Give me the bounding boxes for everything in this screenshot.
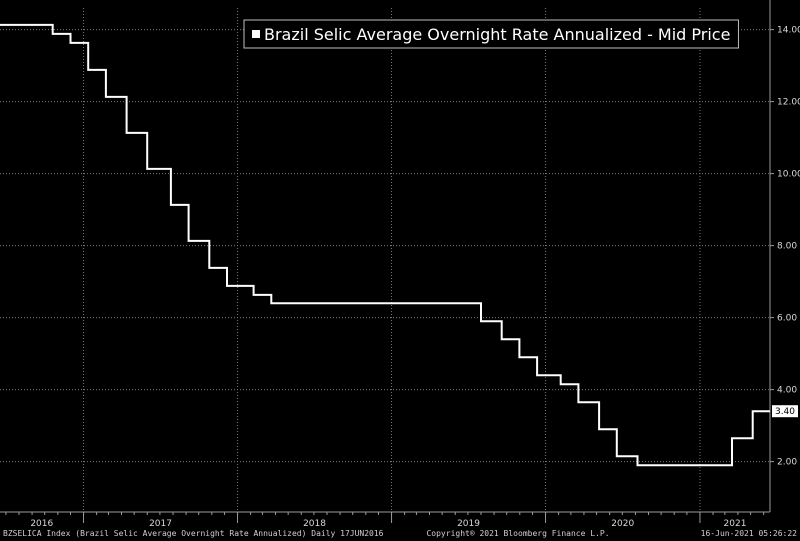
x-tick-label: 2016 <box>30 519 53 529</box>
legend-swatch <box>252 30 260 38</box>
y-tick-label: 10.00 <box>777 170 800 180</box>
last-value-label: 3.40 <box>775 407 795 417</box>
legend-label: Brazil Selic Average Overnight Rate Annu… <box>264 25 730 44</box>
y-tick-label: 4.00 <box>777 386 797 396</box>
y-tick-label: 12.00 <box>777 98 800 108</box>
y-tick-label: 14.00 <box>777 26 800 36</box>
series-line <box>0 23 770 467</box>
footer-copyright: Copyright® 2021 Bloomberg Finance L.P. <box>426 529 609 538</box>
x-tick-label: 2019 <box>457 519 480 529</box>
series-layer <box>0 23 770 467</box>
x-tick-label: 2018 <box>303 519 326 529</box>
x-tick-label: 2020 <box>611 519 634 529</box>
legend: Brazil Selic Average Overnight Rate Annu… <box>243 19 739 49</box>
legend-box <box>243 19 739 49</box>
footer-source: BZSELICA Index (Brazil Selic Average Ove… <box>3 529 384 538</box>
gridlines <box>0 8 770 512</box>
footer: BZSELICA Index (Brazil Selic Average Ove… <box>3 529 797 538</box>
x-tick-label: 2021 <box>724 519 747 529</box>
last-value-tag <box>772 405 798 418</box>
y-tick-label: 2.00 <box>777 458 797 468</box>
y-tick-label: 8.00 <box>777 242 797 252</box>
footer-timestamp: 16-Jun-2021 05:26:22 <box>701 529 798 538</box>
x-tick-label: 2017 <box>149 519 172 529</box>
y-tick-label: 6.00 <box>777 314 797 324</box>
axes: 2.00 4.00 6.00 8.00 10.00 12.00 14.00 2016 2017 2… <box>0 0 800 529</box>
